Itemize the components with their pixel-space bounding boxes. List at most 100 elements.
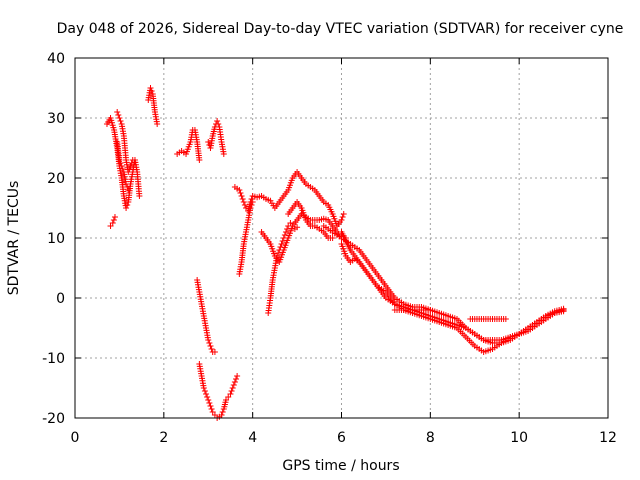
data-point-marker: [281, 232, 288, 238]
data-point-marker: [110, 217, 117, 223]
data-point-marker: [147, 85, 154, 91]
data-point-marker: [111, 214, 118, 220]
data-point-marker: [204, 394, 211, 400]
data-point-marker: [201, 388, 208, 394]
data-point-marker: [278, 241, 285, 247]
x-tick-label: 4: [248, 430, 257, 446]
data-point-marker: [214, 118, 221, 124]
data-point-marker: [206, 340, 213, 346]
series-seg-h: [194, 277, 218, 355]
data-point-marker: [200, 385, 207, 391]
data-point-marker: [205, 139, 212, 145]
y-tick-label: 20: [47, 171, 65, 187]
x-tick-label: 0: [71, 430, 80, 446]
data-point-marker: [218, 412, 225, 418]
series-seg-m: [265, 220, 301, 316]
y-tick-label: 30: [47, 111, 65, 127]
data-point-marker: [109, 220, 116, 226]
series-seg-s: [467, 316, 509, 322]
data-point-marker: [208, 346, 215, 352]
data-point-marker: [230, 382, 237, 388]
data-points: [103, 85, 567, 421]
data-point-marker: [329, 235, 336, 241]
series-seg-a: [103, 115, 143, 211]
data-point-marker: [117, 160, 124, 166]
data-point-marker: [206, 400, 213, 406]
data-point-marker: [249, 199, 256, 205]
x-axis-label: GPS time / hours: [282, 458, 399, 474]
data-point-marker: [219, 409, 226, 415]
data-point-marker: [294, 224, 301, 231]
data-point-marker: [231, 379, 238, 385]
x-tick-label: 10: [510, 430, 528, 446]
data-point-marker: [205, 337, 212, 343]
data-point-marker: [247, 205, 254, 211]
x-tick-label: 12: [599, 430, 617, 446]
x-tick-label: 2: [159, 430, 168, 446]
data-point-marker: [123, 181, 130, 187]
data-point-marker: [275, 250, 282, 256]
series-seg-k: [236, 199, 256, 277]
data-point-marker: [203, 391, 210, 397]
data-point-marker: [229, 385, 236, 391]
data-point-marker: [154, 121, 161, 127]
data-point-marker: [339, 214, 346, 220]
y-tick-label: -20: [42, 411, 65, 427]
data-point-marker: [208, 406, 215, 412]
data-point-marker: [126, 166, 133, 172]
data-point-marker: [276, 247, 283, 253]
data-point-marker: [136, 193, 143, 199]
data-point-marker: [123, 205, 130, 211]
data-point-marker: [117, 118, 124, 124]
data-point-marker: [227, 391, 234, 397]
chart-title: Day 048 of 2026, Sidereal Day-to-day VTE…: [57, 21, 624, 37]
data-point-marker: [129, 157, 136, 163]
data-point-marker: [239, 196, 246, 202]
series-seg-j: [231, 169, 347, 229]
series-seg-f: [174, 127, 203, 163]
data-point-marker: [207, 403, 214, 409]
data-point-marker: [127, 163, 134, 169]
y-axis-label: SDTVAR / TECUs: [6, 181, 22, 296]
data-point-marker: [118, 163, 125, 169]
data-point-marker: [248, 202, 255, 208]
y-tick-label: 0: [56, 291, 65, 307]
data-point-marker: [427, 307, 434, 313]
data-point-marker: [148, 88, 155, 94]
data-point-marker: [215, 121, 222, 127]
data-point-marker: [241, 202, 248, 208]
data-point-marker: [236, 187, 243, 193]
data-point-marker: [207, 343, 214, 349]
data-point-marker: [124, 184, 131, 190]
data-point-marker: [128, 160, 135, 166]
data-point-marker: [115, 112, 122, 118]
data-point-marker: [116, 157, 123, 163]
data-point-marker: [502, 316, 509, 322]
data-point-marker: [248, 196, 255, 202]
x-tick-label: 6: [337, 430, 346, 446]
data-point-marker: [284, 226, 291, 232]
data-point-marker: [277, 244, 284, 250]
series-seg-g: [205, 118, 227, 157]
series-seg-p: [338, 229, 567, 355]
data-point-marker: [274, 253, 281, 259]
data-point-marker: [240, 199, 247, 205]
data-point-marker: [116, 115, 123, 121]
series-seg-e: [145, 85, 161, 127]
data-point-marker: [233, 376, 240, 382]
data-point-marker: [338, 217, 345, 223]
data-point-marker: [124, 202, 131, 208]
y-tick-label: 10: [47, 231, 65, 247]
data-point-marker: [234, 373, 241, 379]
data-point-marker: [340, 211, 347, 217]
data-point-marker: [280, 235, 287, 241]
data-point-marker: [220, 151, 227, 157]
y-tick-label: 40: [47, 51, 65, 67]
series-seg-b: [107, 214, 118, 229]
data-point-marker: [238, 193, 245, 199]
data-point-marker: [279, 238, 286, 244]
y-tick-label: -10: [42, 351, 65, 367]
data-point-marker: [119, 166, 126, 172]
data-point-marker: [205, 397, 212, 403]
